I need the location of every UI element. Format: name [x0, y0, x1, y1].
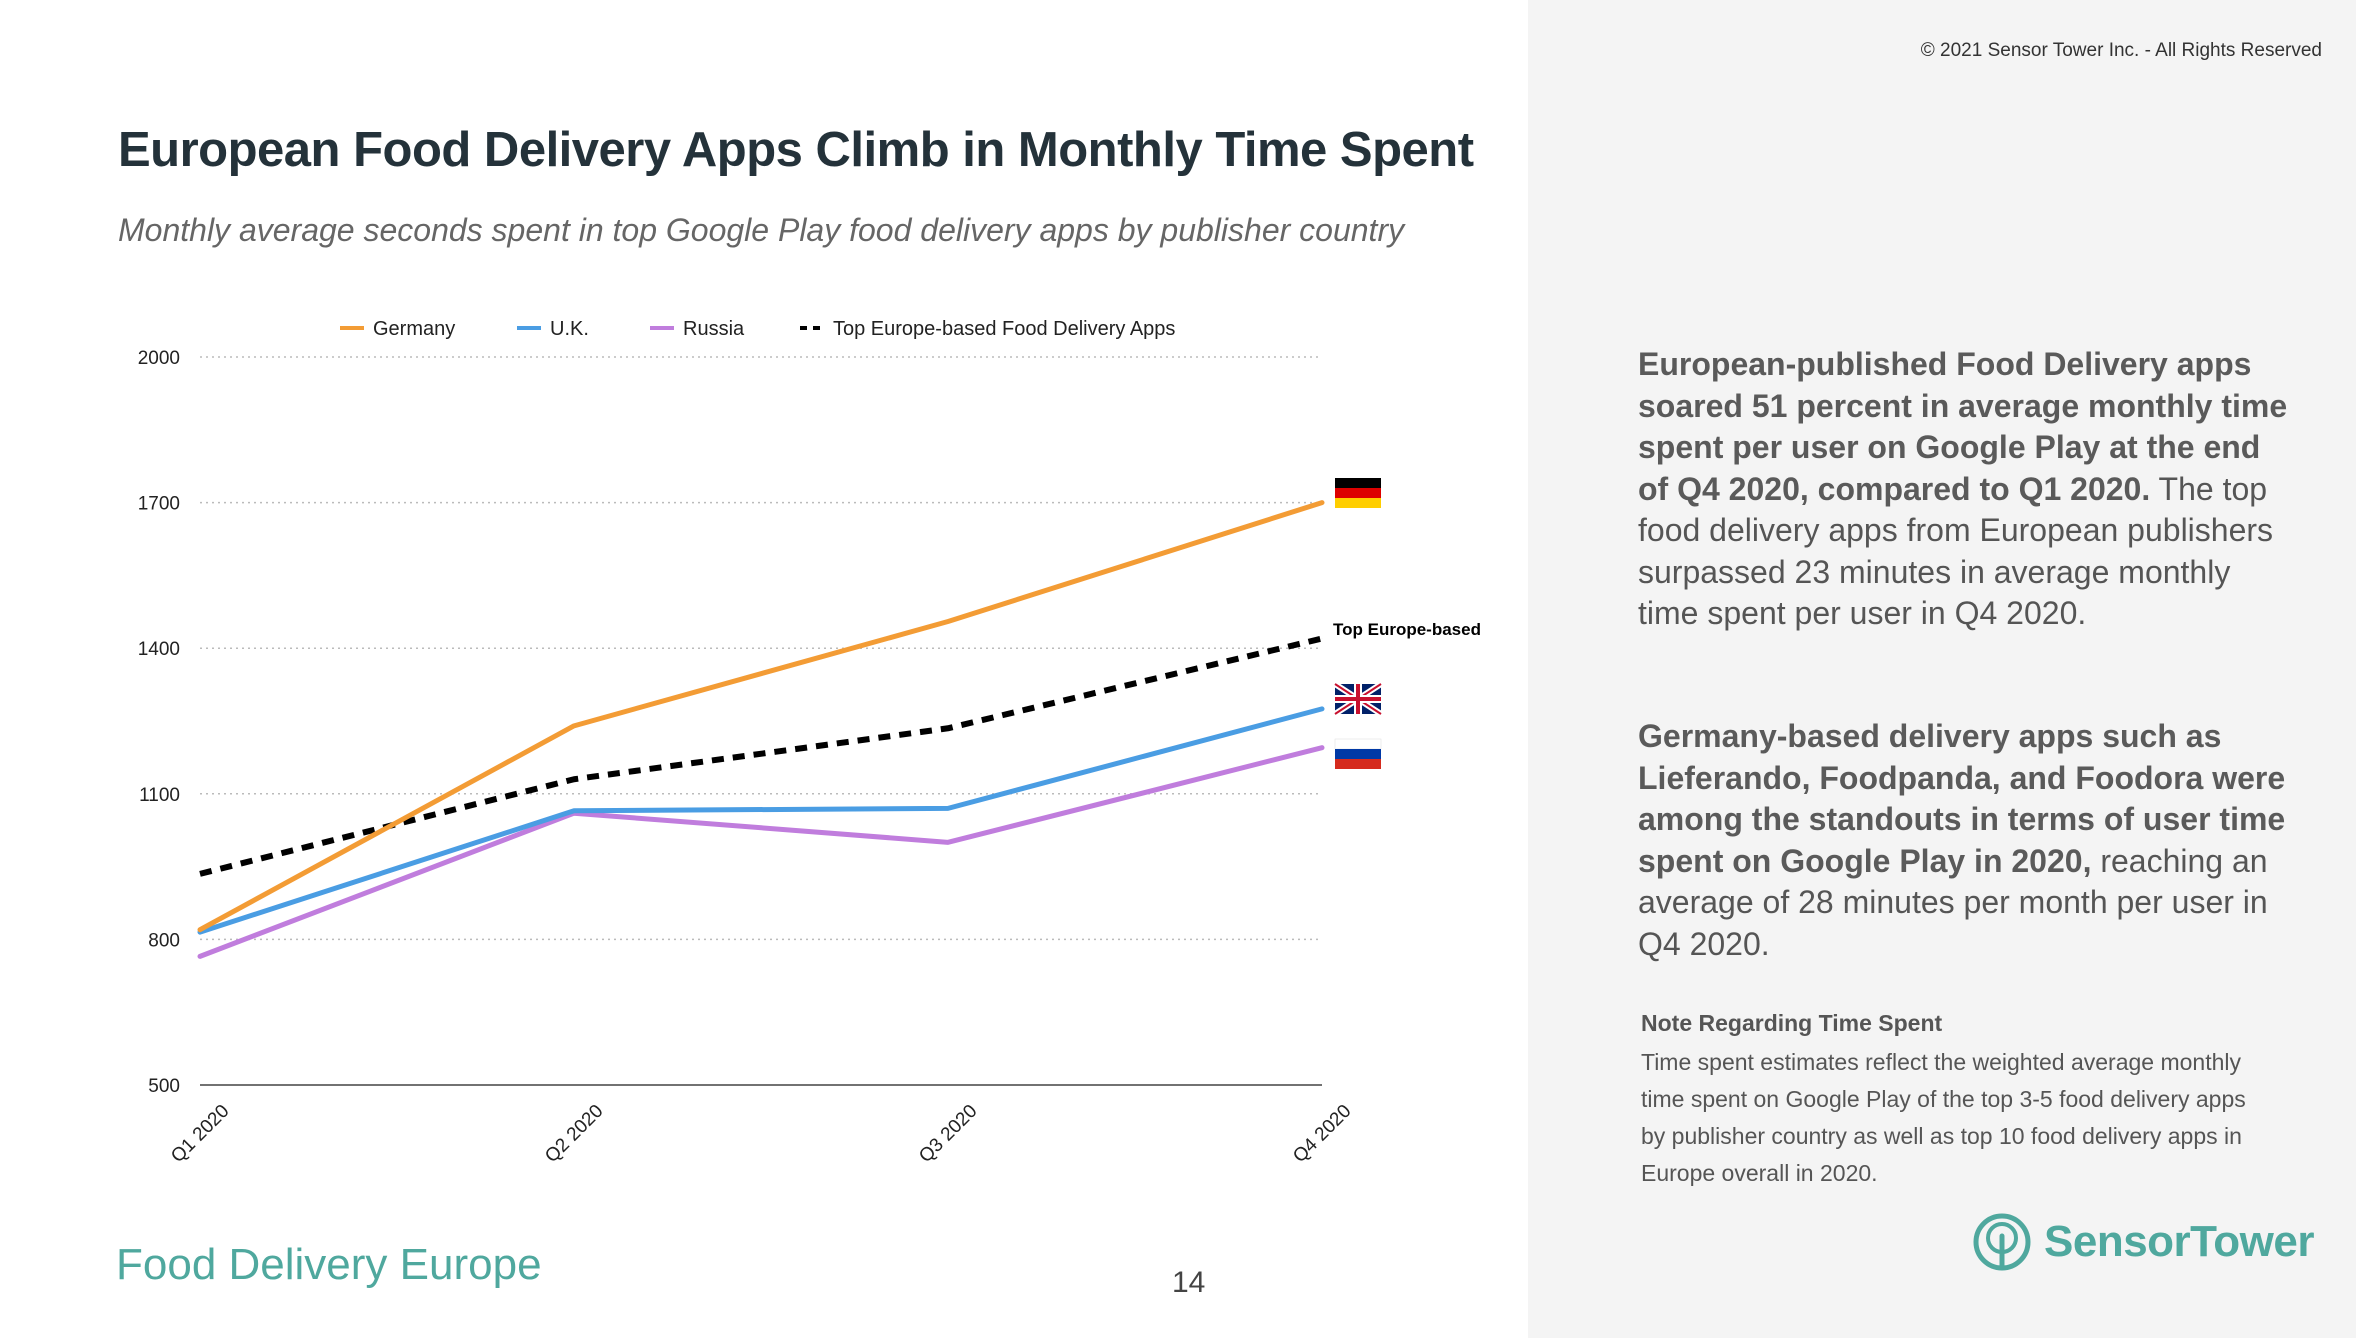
line-chart: 2000 1700 1400 1100 800 500 Q1 2020 Q2 2020 Q3 2… [138, 318, 1481, 1167]
note-heading: Note Regarding Time Spent [1641, 1010, 1943, 1036]
legend-label: Russia [683, 318, 745, 340]
series: Top Europe-based [197, 500, 1481, 959]
y-tick-label: 1100 [139, 785, 180, 806]
sensor-tower-logo-icon [1973, 1213, 2031, 1271]
legend-label: Top Europe-based Food Delivery Apps [833, 318, 1175, 340]
flags [1333, 478, 1383, 769]
x-tick-label: Q1 2020 [167, 1101, 233, 1167]
insight-paragraph-2: Germany-based delivery apps such as Lief… [1638, 716, 2288, 965]
y-tick-label: 500 [148, 1076, 180, 1097]
insight-paragraph-1: European-published Food Delivery apps so… [1638, 344, 2288, 635]
series-line-germany [197, 500, 1325, 933]
page-title: European Food Delivery Apps Climb in Mon… [118, 123, 1474, 177]
right-panel [1528, 0, 2356, 1338]
legend-item: Top Europe-based Food Delivery Apps [800, 318, 1175, 340]
series-line-uk [197, 706, 1325, 935]
germany-flag-icon [1335, 478, 1381, 508]
page-number: 14 [1172, 1266, 1206, 1299]
sensor-tower-logo: SensorTower [1972, 1212, 2314, 1272]
y-tick-label: 1700 [138, 494, 180, 515]
note-body: Time spent estimates reflect the weighte… [1641, 1049, 2246, 1186]
x-tick-label: Q2 2020 [541, 1101, 607, 1167]
legend-item: Germany [340, 318, 455, 340]
y-tick-label: 800 [148, 930, 180, 951]
y-tick-label: 2000 [138, 348, 180, 369]
insight-1-text: The top food delivery apps from European… [1638, 470, 2274, 632]
legend-item: Russia [650, 318, 745, 340]
insight-1-bold: European-published Food Delivery apps so… [1638, 346, 2288, 507]
copyright: © 2021 Sensor Tower Inc. - All Rights Re… [1920, 40, 2322, 61]
legend-label: Germany [373, 318, 455, 340]
chart-subtitle: Monthly average seconds spent in top Goo… [118, 212, 1405, 248]
series-line-russia [197, 745, 1325, 959]
y-tick-label: 1400 [138, 639, 180, 660]
legend-label: U.K. [550, 318, 589, 340]
annotation-top-europe: Top Europe-based [1333, 620, 1481, 639]
grid [200, 356, 1322, 941]
legend-item: U.K. [517, 318, 589, 340]
insight-2-bold: Germany-based delivery apps such as Lief… [1638, 718, 2286, 879]
uk-flag-icon [1333, 681, 1383, 717]
x-tick-label: Q3 2020 [915, 1101, 981, 1167]
legend: Germany U.K. Russia Top Europe-based Food D… [340, 318, 1175, 340]
russia-flag-icon [1334, 738, 1382, 769]
x-tick-label: Q4 2020 [1289, 1101, 1355, 1167]
axes: 2000 1700 1400 1100 800 500 Q1 2020 Q2 2020 Q3 2… [138, 348, 1356, 1167]
logo-text: SensorTower [2044, 1217, 2314, 1266]
insight-2-text: reaching an average of 28 minutes per mo… [1638, 842, 2268, 962]
footer-title: Food Delivery Europe [116, 1240, 542, 1289]
